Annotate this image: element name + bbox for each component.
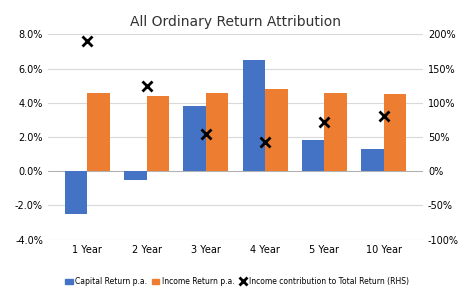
Legend: Capital Return p.a., Income Return p.a., Income contribution to Total Return (RH: Capital Return p.a., Income Return p.a.,… (62, 274, 412, 289)
Bar (124, 171, 146, 180)
Bar (183, 106, 206, 171)
Bar (243, 60, 265, 171)
Bar (302, 140, 324, 171)
Bar (146, 96, 169, 171)
Bar (265, 89, 288, 171)
Title: All Ordinary Return Attribution: All Ordinary Return Attribution (130, 15, 341, 29)
Bar (383, 94, 406, 171)
Bar (361, 149, 383, 171)
Bar (324, 93, 347, 171)
Bar (206, 93, 228, 171)
Bar (65, 171, 87, 214)
Bar (87, 93, 110, 171)
